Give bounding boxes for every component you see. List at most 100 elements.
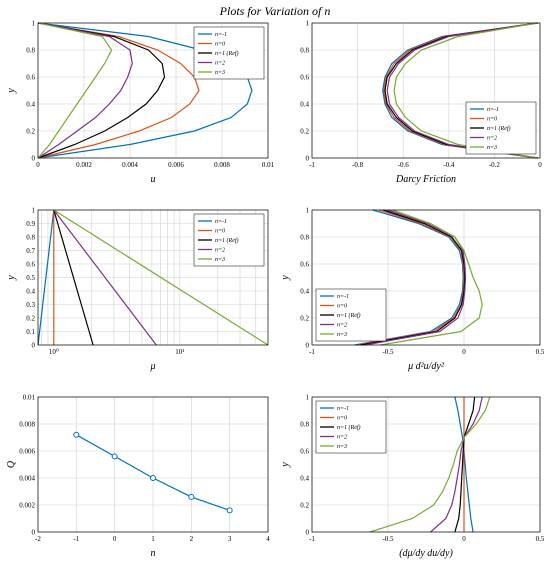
- x-tick-label: 0: [538, 161, 542, 169]
- y-tick-label: 0.4: [26, 101, 35, 109]
- legend: n=-1 n=0 n=1 (Ref) n=2 n=3: [315, 288, 387, 342]
- x-tick-label: 0: [113, 535, 117, 543]
- legend-label: n=3: [487, 145, 497, 151]
- x-axis-label: Darcy Friction: [395, 174, 456, 185]
- series-line-n=2: [37, 22, 133, 159]
- legend-label: n=1 (Ref): [337, 312, 361, 319]
- chart-dmu: -1 -0.5 0 0.5 0 0.2 0.4 0.6 0.8 1 (dμ/dy du/dy) y n=…: [280, 394, 545, 560]
- legend-label: n=0: [215, 229, 225, 235]
- x-tick-label: 0.5: [536, 535, 545, 543]
- chart-mu: 10⁰ 10¹ 0 0.1 0.2 0.3 0.4 0.5 0.6 0.7 0.8 0.9 1 μ y n=-…: [6, 207, 269, 372]
- x-axis-label: (dμ/dy du/dy): [399, 548, 453, 559]
- y-tick-label: 0: [32, 342, 36, 350]
- x-axis-label: u: [151, 174, 156, 185]
- series-line-n=0: [383, 22, 538, 159]
- y-tick-label: 0.1: [26, 328, 35, 336]
- legend-label: n=3: [215, 257, 225, 263]
- legend-label: n=2: [337, 323, 347, 329]
- y-tick-label: 0.6: [300, 448, 309, 456]
- y-tick-label: 1: [32, 20, 36, 28]
- x-tick-label: -1: [309, 535, 315, 543]
- x-tick-label: 0.008: [214, 161, 230, 169]
- x-tick-label: 0.5: [536, 348, 545, 356]
- y-tick-label: 0.8: [26, 234, 35, 242]
- series-line-n=1 (Ref): [454, 396, 476, 533]
- series-line-n=-1: [37, 22, 253, 159]
- axes-frame: [37, 209, 269, 346]
- series-line-n=2: [430, 396, 483, 533]
- legend-label: n=1 (Ref): [487, 125, 511, 132]
- series-line-n=3: [369, 396, 491, 533]
- series-line-n=-1: [37, 209, 55, 346]
- y-tick-label: 0.3: [26, 301, 35, 309]
- x-tick-label: 0: [462, 348, 466, 356]
- y-tick-label: 0.8: [300, 47, 309, 55]
- y-tick-label: 1: [306, 20, 310, 28]
- axes-frame: [37, 396, 269, 533]
- legend-label: n=0: [487, 117, 497, 123]
- series-line-n=3: [37, 22, 113, 159]
- series-line-n=0: [37, 22, 200, 159]
- y-tick-label: 0.002: [19, 502, 35, 510]
- legend-label: n=2: [487, 136, 497, 142]
- y-tick-label: 0.7: [26, 247, 35, 255]
- y-tick-label: 1: [32, 207, 36, 215]
- x-tick-label: 3: [228, 535, 232, 543]
- legend-label: n=1 (Ref): [337, 424, 361, 431]
- y-tick-label: 0.004: [19, 475, 35, 483]
- legend-label: n=0: [337, 416, 347, 422]
- series-line-n=2: [386, 22, 538, 159]
- x-axis-label: n: [151, 548, 156, 559]
- x-tick-label: -0.6: [398, 161, 410, 169]
- data-point: [111, 453, 118, 460]
- y-tick-label: 0.2: [300, 315, 309, 323]
- legend-label: n=0: [337, 304, 347, 310]
- y-tick-label: 1: [306, 207, 310, 215]
- legend-label: n=-1: [337, 406, 349, 412]
- series-line-n=0: [357, 209, 465, 346]
- data-point: [226, 507, 233, 514]
- y-tick-label: 0.01: [23, 394, 36, 402]
- series-line-n=2: [53, 209, 157, 346]
- y-tick-label: 0.006: [19, 448, 35, 456]
- y-axis-label: Q: [6, 460, 17, 468]
- series-line-n=-1: [382, 22, 538, 159]
- x-tick-label: -0.5: [382, 348, 394, 356]
- axes-frame: [311, 396, 541, 533]
- y-tick-label: 0.2: [26, 128, 35, 136]
- series-line-n=1 (Ref): [37, 22, 166, 159]
- x-tick-label: -1: [309, 161, 315, 169]
- legend-label: n=3: [215, 70, 225, 76]
- data-point: [188, 493, 195, 500]
- series-line-n=3: [393, 22, 538, 159]
- y-tick-label: 0.4: [300, 288, 309, 296]
- legend-label: n=1 (Ref): [215, 237, 239, 244]
- legend-label: n=2: [215, 61, 225, 67]
- series-line-n=-1: [454, 396, 474, 533]
- series-line-n=3: [380, 209, 483, 346]
- y-tick-label: 0.008: [19, 421, 35, 429]
- legend-label: n=3: [337, 332, 347, 338]
- figure-title: Plots for Variation of n: [219, 4, 331, 18]
- x-tick-label: -0.4: [443, 161, 455, 169]
- legend: n=-1 n=0 n=1 (Ref) n=2 n=3: [193, 213, 265, 267]
- x-tick-label: -1: [309, 348, 315, 356]
- legend-label: n=-1: [215, 32, 227, 38]
- y-tick-label: 1: [306, 394, 310, 402]
- y-tick-label: 0: [32, 529, 36, 537]
- y-tick-label: 0.9: [26, 220, 35, 228]
- legend-label: n=-1: [337, 294, 349, 300]
- y-tick-label: 0.6: [300, 261, 309, 269]
- series-line-n=1 (Ref): [53, 209, 94, 346]
- y-tick-label: 0.4: [300, 475, 309, 483]
- y-axis-label: y: [280, 275, 291, 281]
- y-tick-label: 0.2: [26, 315, 35, 323]
- y-tick-label: 0: [32, 155, 36, 163]
- x-tick-label: -1: [73, 535, 79, 543]
- axes-frame: [311, 22, 541, 159]
- y-axis-label: y: [6, 275, 17, 281]
- x-tick-label: -0.8: [352, 161, 364, 169]
- chart-u: 0 0.002 0.004 0.006 0.008 0.01 0 0.2 0.4 0.6 0.8 1 u…: [6, 20, 275, 186]
- y-tick-label: 0: [306, 529, 310, 537]
